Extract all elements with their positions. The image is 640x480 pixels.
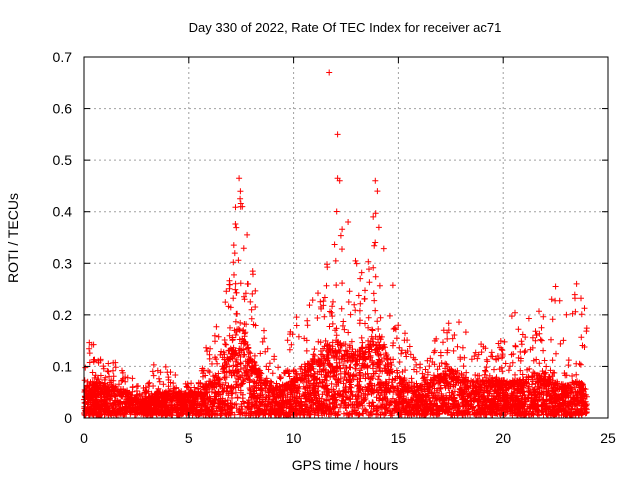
y-axis-ticks: 0 0.1 0.2 0.3 0.4 0.5 0.6 0.7 [53,49,608,426]
scatter-points [81,69,590,419]
y-tick-label: 0.2 [53,307,73,323]
y-tick-label: 0.6 [53,101,73,117]
x-tick-label: 0 [80,430,88,446]
x-axis-label: GPS time / hours [292,457,399,473]
y-tick-label: 0 [64,410,72,426]
y-tick-label: 0.5 [53,152,73,168]
data-points [81,69,590,419]
x-tick-label: 20 [495,430,511,446]
y-tick-label: 0.7 [53,49,73,65]
x-tick-label: 15 [391,430,407,446]
y-axis-label: ROTI / TECUs [5,193,21,283]
y-tick-label: 0.3 [53,255,73,271]
y-tick-label: 0.4 [53,204,73,220]
x-axis-ticks: 0 5 10 15 20 25 [80,57,616,446]
plot-frame [83,56,609,419]
x-tick-label: 25 [600,430,616,446]
grid [84,57,608,418]
x-tick-label: 5 [185,430,193,446]
y-tick-label: 0.1 [53,358,73,374]
x-tick-label: 10 [286,430,302,446]
chart-title: Day 330 of 2022, Rate Of TEC Index for r… [189,20,502,35]
